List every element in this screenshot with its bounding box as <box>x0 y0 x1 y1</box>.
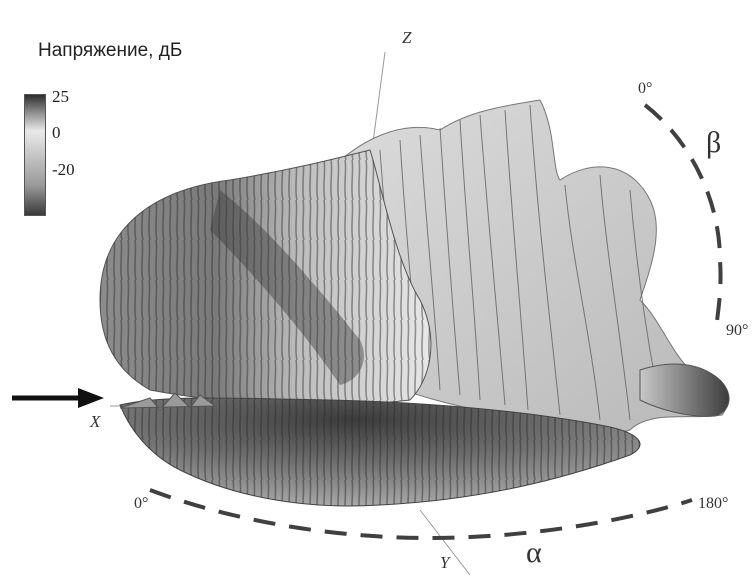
legend-tick-max: 25 <box>52 87 69 106</box>
incident-arrow <box>12 388 104 408</box>
z-axis-line <box>371 51 386 151</box>
alpha-start-label: 0° <box>134 495 149 512</box>
beta-symbol: β <box>706 126 722 159</box>
left-spikes <box>119 392 217 411</box>
dark-band <box>210 190 364 385</box>
beta-arc <box>643 103 723 331</box>
alpha-symbol: α <box>526 536 542 569</box>
y-axis-label: Y <box>440 553 450 572</box>
y-axis-line <box>419 509 471 576</box>
right-tip <box>639 363 730 417</box>
beta-start-label: 0° <box>638 80 653 97</box>
alpha-end-label: 180° <box>698 495 729 512</box>
lower-skirt-ripples <box>120 397 640 506</box>
beta-end-label: 90° <box>726 322 749 339</box>
alpha-arc <box>149 488 693 541</box>
legend-tick-zero: 0 <box>52 123 61 142</box>
colorbar <box>24 94 46 216</box>
legend-title: Напряжение, дБ <box>38 40 183 61</box>
legend-tick-min: -20 <box>52 160 75 179</box>
main-lobe-ripples <box>100 150 431 406</box>
z-axis-label: Z <box>402 28 412 47</box>
x-axis-label: X <box>90 412 101 431</box>
